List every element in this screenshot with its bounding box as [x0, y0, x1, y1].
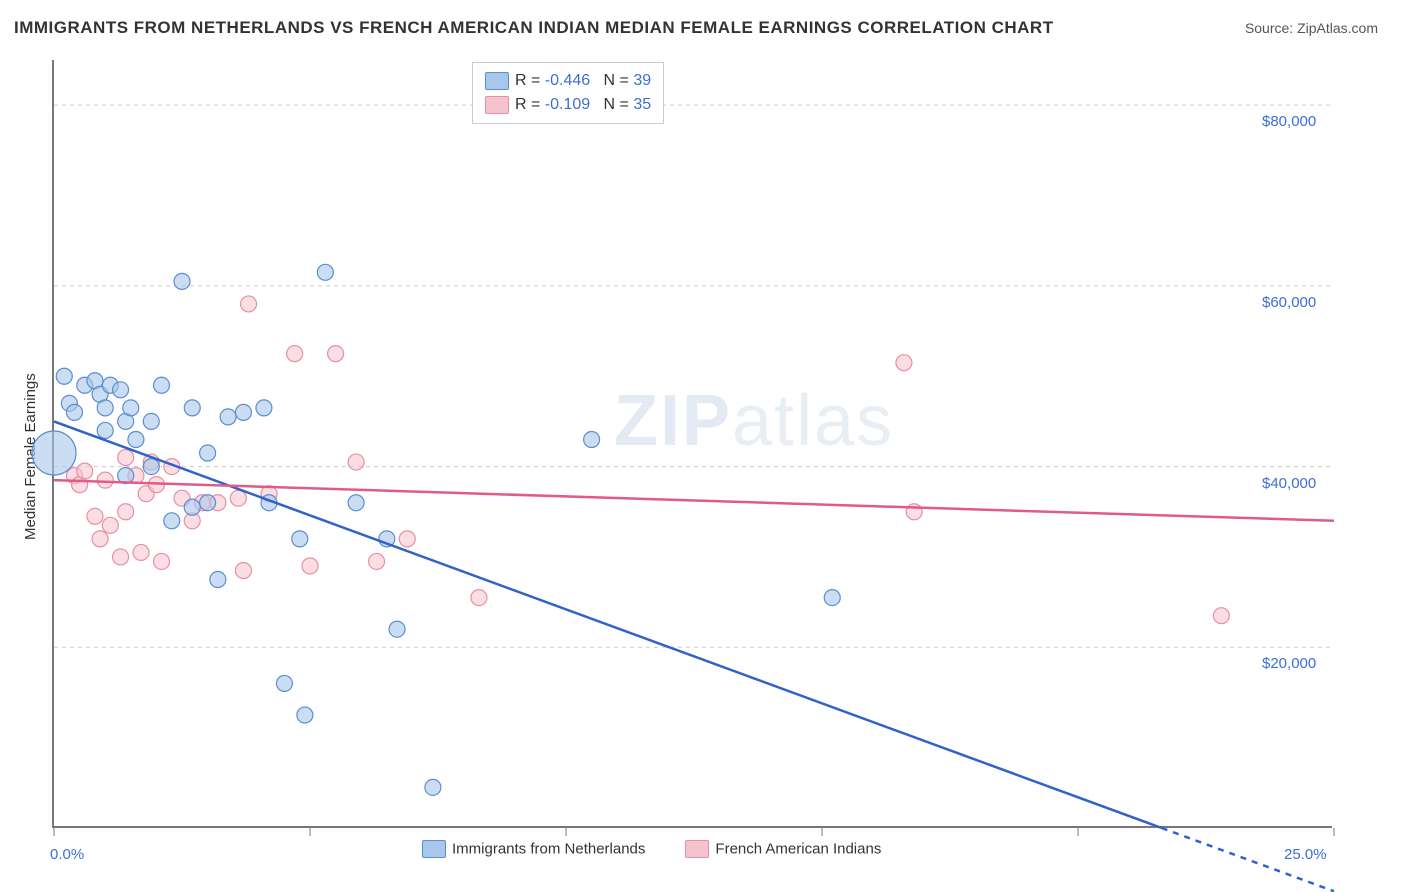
correlation-legend-row: R = -0.109 N = 35	[485, 93, 651, 117]
scatter-point	[230, 490, 246, 506]
scatter-point	[143, 413, 159, 429]
scatter-point	[241, 296, 257, 312]
legend-swatch	[485, 72, 509, 90]
x-tick-label: 25.0%	[1284, 846, 1327, 863]
scatter-point	[92, 531, 108, 547]
plot-svg	[54, 60, 1334, 828]
scatter-point	[97, 422, 113, 438]
source-prefix: Source:	[1245, 20, 1297, 36]
scatter-point	[32, 431, 76, 475]
correlation-legend-text: R = -0.109 N = 35	[515, 96, 651, 113]
legend-swatch	[485, 96, 509, 114]
scatter-point	[143, 459, 159, 475]
scatter-point	[348, 454, 364, 470]
legend-swatch	[685, 840, 709, 858]
scatter-point	[348, 495, 364, 511]
correlation-legend-row: R = -0.446 N = 39	[485, 69, 651, 93]
scatter-point	[128, 431, 144, 447]
chart-title: IMMIGRANTS FROM NETHERLANDS VS FRENCH AM…	[14, 18, 1054, 38]
scatter-point	[174, 273, 190, 289]
correlation-legend-text: R = -0.446 N = 39	[515, 72, 651, 89]
scatter-point	[256, 400, 272, 416]
scatter-point	[77, 463, 93, 479]
scatter-point	[328, 346, 344, 362]
scatter-point	[184, 499, 200, 515]
scatter-point	[118, 504, 134, 520]
scatter-point	[896, 355, 912, 371]
chart-source: Source: ZipAtlas.com	[1245, 20, 1378, 36]
scatter-point	[154, 553, 170, 569]
scatter-point	[584, 431, 600, 447]
scatter-point	[133, 544, 149, 560]
source-name: ZipAtlas.com	[1297, 20, 1378, 36]
scatter-point	[118, 450, 134, 466]
scatter-point	[399, 531, 415, 547]
scatter-point	[389, 621, 405, 637]
scatter-point	[123, 400, 139, 416]
scatter-point	[210, 572, 226, 588]
scatter-point	[425, 779, 441, 795]
scatter-point	[97, 472, 113, 488]
series-legend-item: Immigrants from Netherlands	[422, 840, 645, 857]
y-tick-label: $20,000	[1262, 655, 1316, 672]
scatter-point	[292, 531, 308, 547]
series-legend: Immigrants from Netherlands French Americ…	[422, 840, 921, 858]
scatter-point	[102, 517, 118, 533]
scatter-point	[184, 400, 200, 416]
legend-swatch	[422, 840, 446, 858]
series-legend-label: Immigrants from Netherlands	[452, 841, 645, 858]
scatter-point	[87, 508, 103, 524]
series-legend-item: French American Indians	[685, 840, 881, 857]
series-legend-label: French American Indians	[715, 841, 881, 858]
scatter-point	[200, 495, 216, 511]
scatter-point	[220, 409, 236, 425]
scatter-point	[369, 553, 385, 569]
scatter-point	[200, 445, 216, 461]
scatter-point	[164, 513, 180, 529]
plot-area: ZIPatlas	[52, 60, 1332, 828]
scatter-point	[824, 590, 840, 606]
scatter-point	[1213, 608, 1229, 624]
scatter-point	[97, 400, 113, 416]
y-tick-label: $40,000	[1262, 475, 1316, 492]
scatter-point	[287, 346, 303, 362]
trend-line	[54, 421, 1162, 828]
scatter-point	[471, 590, 487, 606]
scatter-point	[154, 377, 170, 393]
scatter-point	[235, 404, 251, 420]
x-tick-label: 0.0%	[50, 846, 84, 863]
scatter-point	[113, 549, 129, 565]
y-tick-label: $80,000	[1262, 113, 1316, 130]
correlation-legend: R = -0.446 N = 39 R = -0.109 N = 35	[472, 62, 664, 124]
scatter-point	[276, 675, 292, 691]
scatter-point	[317, 264, 333, 280]
scatter-point	[302, 558, 318, 574]
scatter-point	[66, 404, 82, 420]
scatter-point	[113, 382, 129, 398]
scatter-point	[56, 368, 72, 384]
y-tick-label: $60,000	[1262, 294, 1316, 311]
scatter-point	[235, 562, 251, 578]
scatter-point	[297, 707, 313, 723]
